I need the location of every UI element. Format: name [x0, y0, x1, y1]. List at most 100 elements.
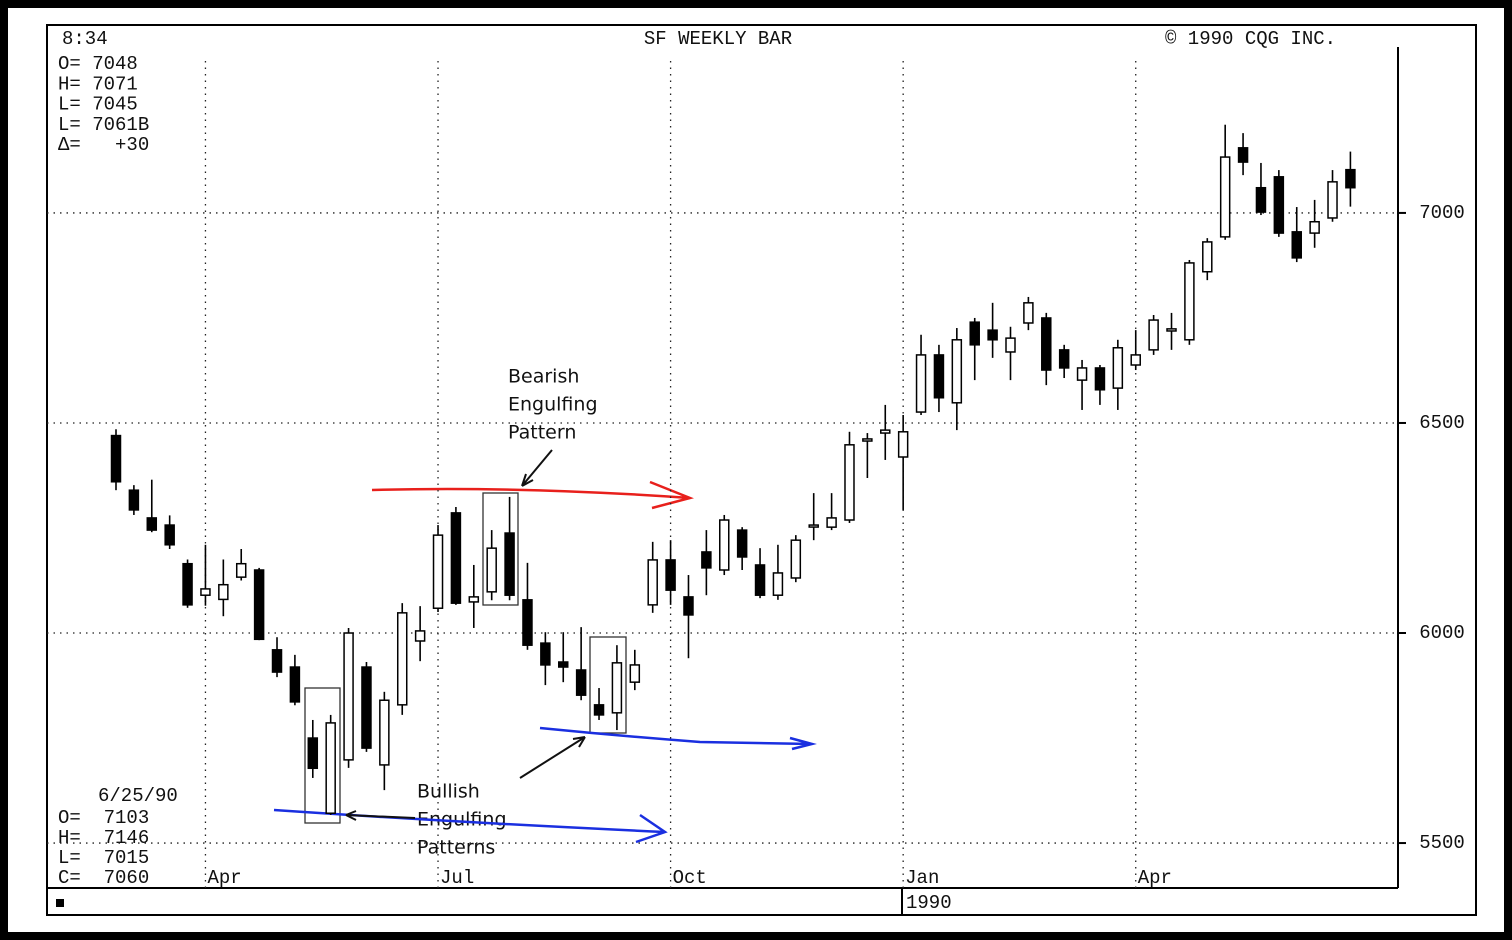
candle-body — [1309, 221, 1320, 234]
candle-body — [575, 669, 587, 696]
candle-body — [486, 547, 497, 593]
candle-body — [1023, 302, 1034, 324]
candle-body — [647, 559, 658, 606]
annotation: Engulfing — [417, 809, 507, 831]
copyright: © 1990 CQG INC. — [1165, 28, 1336, 50]
x-tick-label: Jul — [440, 867, 474, 889]
last-bar-line: L= 7015 — [58, 847, 149, 869]
pointer-arrow — [521, 449, 553, 487]
chart-frame — [46, 24, 1477, 916]
pattern-box — [482, 492, 519, 606]
candle-body — [1076, 367, 1088, 381]
candle-body — [969, 321, 980, 346]
last-bar-line: C= 7060 — [58, 867, 149, 889]
last-bar-line: H= 7146 — [58, 827, 149, 849]
support-arrow — [539, 726, 817, 751]
pointer-arrow — [345, 810, 416, 821]
candle-body — [844, 444, 855, 521]
candle-body — [182, 562, 193, 606]
candle-body — [1345, 168, 1356, 189]
last-bar-line: O= 7103 — [58, 807, 149, 829]
candle-body — [379, 699, 390, 766]
quote-line: H= 7071 — [58, 73, 138, 95]
quote-line: L= 7061B — [58, 114, 149, 136]
candle-body — [1041, 317, 1052, 371]
candle-body — [110, 434, 122, 483]
candle-body — [325, 722, 336, 814]
candle-body — [683, 596, 694, 616]
candle-body — [253, 569, 265, 641]
candle-body — [1166, 328, 1177, 332]
last-date: 6/25/90 — [98, 785, 178, 807]
pattern-box — [589, 636, 627, 734]
candle-body — [307, 737, 319, 770]
candle-body — [396, 612, 408, 706]
pointer-arrow — [519, 736, 586, 779]
y-tick-label: 6500 — [1419, 412, 1465, 434]
candle-body — [432, 534, 444, 609]
candle-body — [862, 438, 873, 442]
candle-body — [146, 517, 158, 531]
candle-body — [504, 532, 515, 596]
annotation: Patterns — [417, 837, 495, 859]
quote-line: L= 7045 — [58, 94, 138, 116]
candle-body — [414, 630, 426, 642]
candle-body — [1255, 186, 1267, 213]
x-tick-label: Apr — [207, 867, 241, 889]
status-marker — [56, 899, 64, 907]
candle-body — [235, 562, 247, 578]
candle-body — [915, 354, 927, 413]
y-tick-label: 5500 — [1419, 832, 1465, 854]
candle-body — [450, 512, 462, 604]
candle-body — [558, 661, 569, 668]
candle-body — [1058, 349, 1070, 369]
candle-body — [897, 431, 909, 458]
candle-body — [1291, 231, 1302, 259]
candle-body — [880, 429, 891, 434]
candle-body — [343, 632, 354, 761]
candle-body — [593, 704, 605, 716]
quote-line: Δ= +30 — [58, 134, 149, 156]
candle-body — [1219, 156, 1231, 238]
candle-body — [826, 517, 837, 528]
x-tick-label: Oct — [673, 867, 707, 889]
candle-body — [754, 564, 766, 596]
candle-body — [808, 524, 819, 528]
candle-body — [1327, 181, 1338, 219]
candle-body — [1094, 367, 1106, 391]
x-tick-label: Jan — [905, 867, 939, 889]
candle-body — [164, 524, 175, 546]
candle-body — [1202, 241, 1213, 273]
quote-line: O= 7048 — [58, 53, 138, 75]
candle-body — [540, 642, 551, 666]
pattern-box — [304, 687, 341, 824]
annotation: Engulfing — [508, 394, 598, 416]
candle-body — [218, 583, 229, 601]
candle-body — [128, 489, 140, 511]
year-label: 1990 — [906, 892, 952, 914]
candle-body — [933, 354, 945, 399]
candle-body — [1184, 262, 1195, 341]
time: 8:34 — [62, 28, 108, 50]
candle-body — [289, 666, 301, 703]
candle-body — [629, 664, 641, 683]
candle-body — [1130, 354, 1141, 366]
candle-body — [951, 339, 963, 404]
candle-body — [790, 539, 802, 579]
candle-body — [987, 329, 998, 341]
candle-body — [361, 666, 372, 749]
candle-body — [200, 588, 211, 596]
candle-body — [611, 662, 623, 714]
candle-body — [1112, 347, 1124, 389]
candle-body — [271, 649, 283, 673]
chart-title: SF WEEKLY BAR — [644, 28, 792, 50]
candle-body — [1005, 337, 1016, 353]
x-tick-label: Apr — [1138, 867, 1172, 889]
y-tick-label: 7000 — [1419, 202, 1465, 224]
annotation: Pattern — [508, 422, 576, 444]
candle-body — [719, 519, 730, 571]
resistance-arrow — [371, 480, 694, 510]
annotations — [273, 449, 817, 844]
